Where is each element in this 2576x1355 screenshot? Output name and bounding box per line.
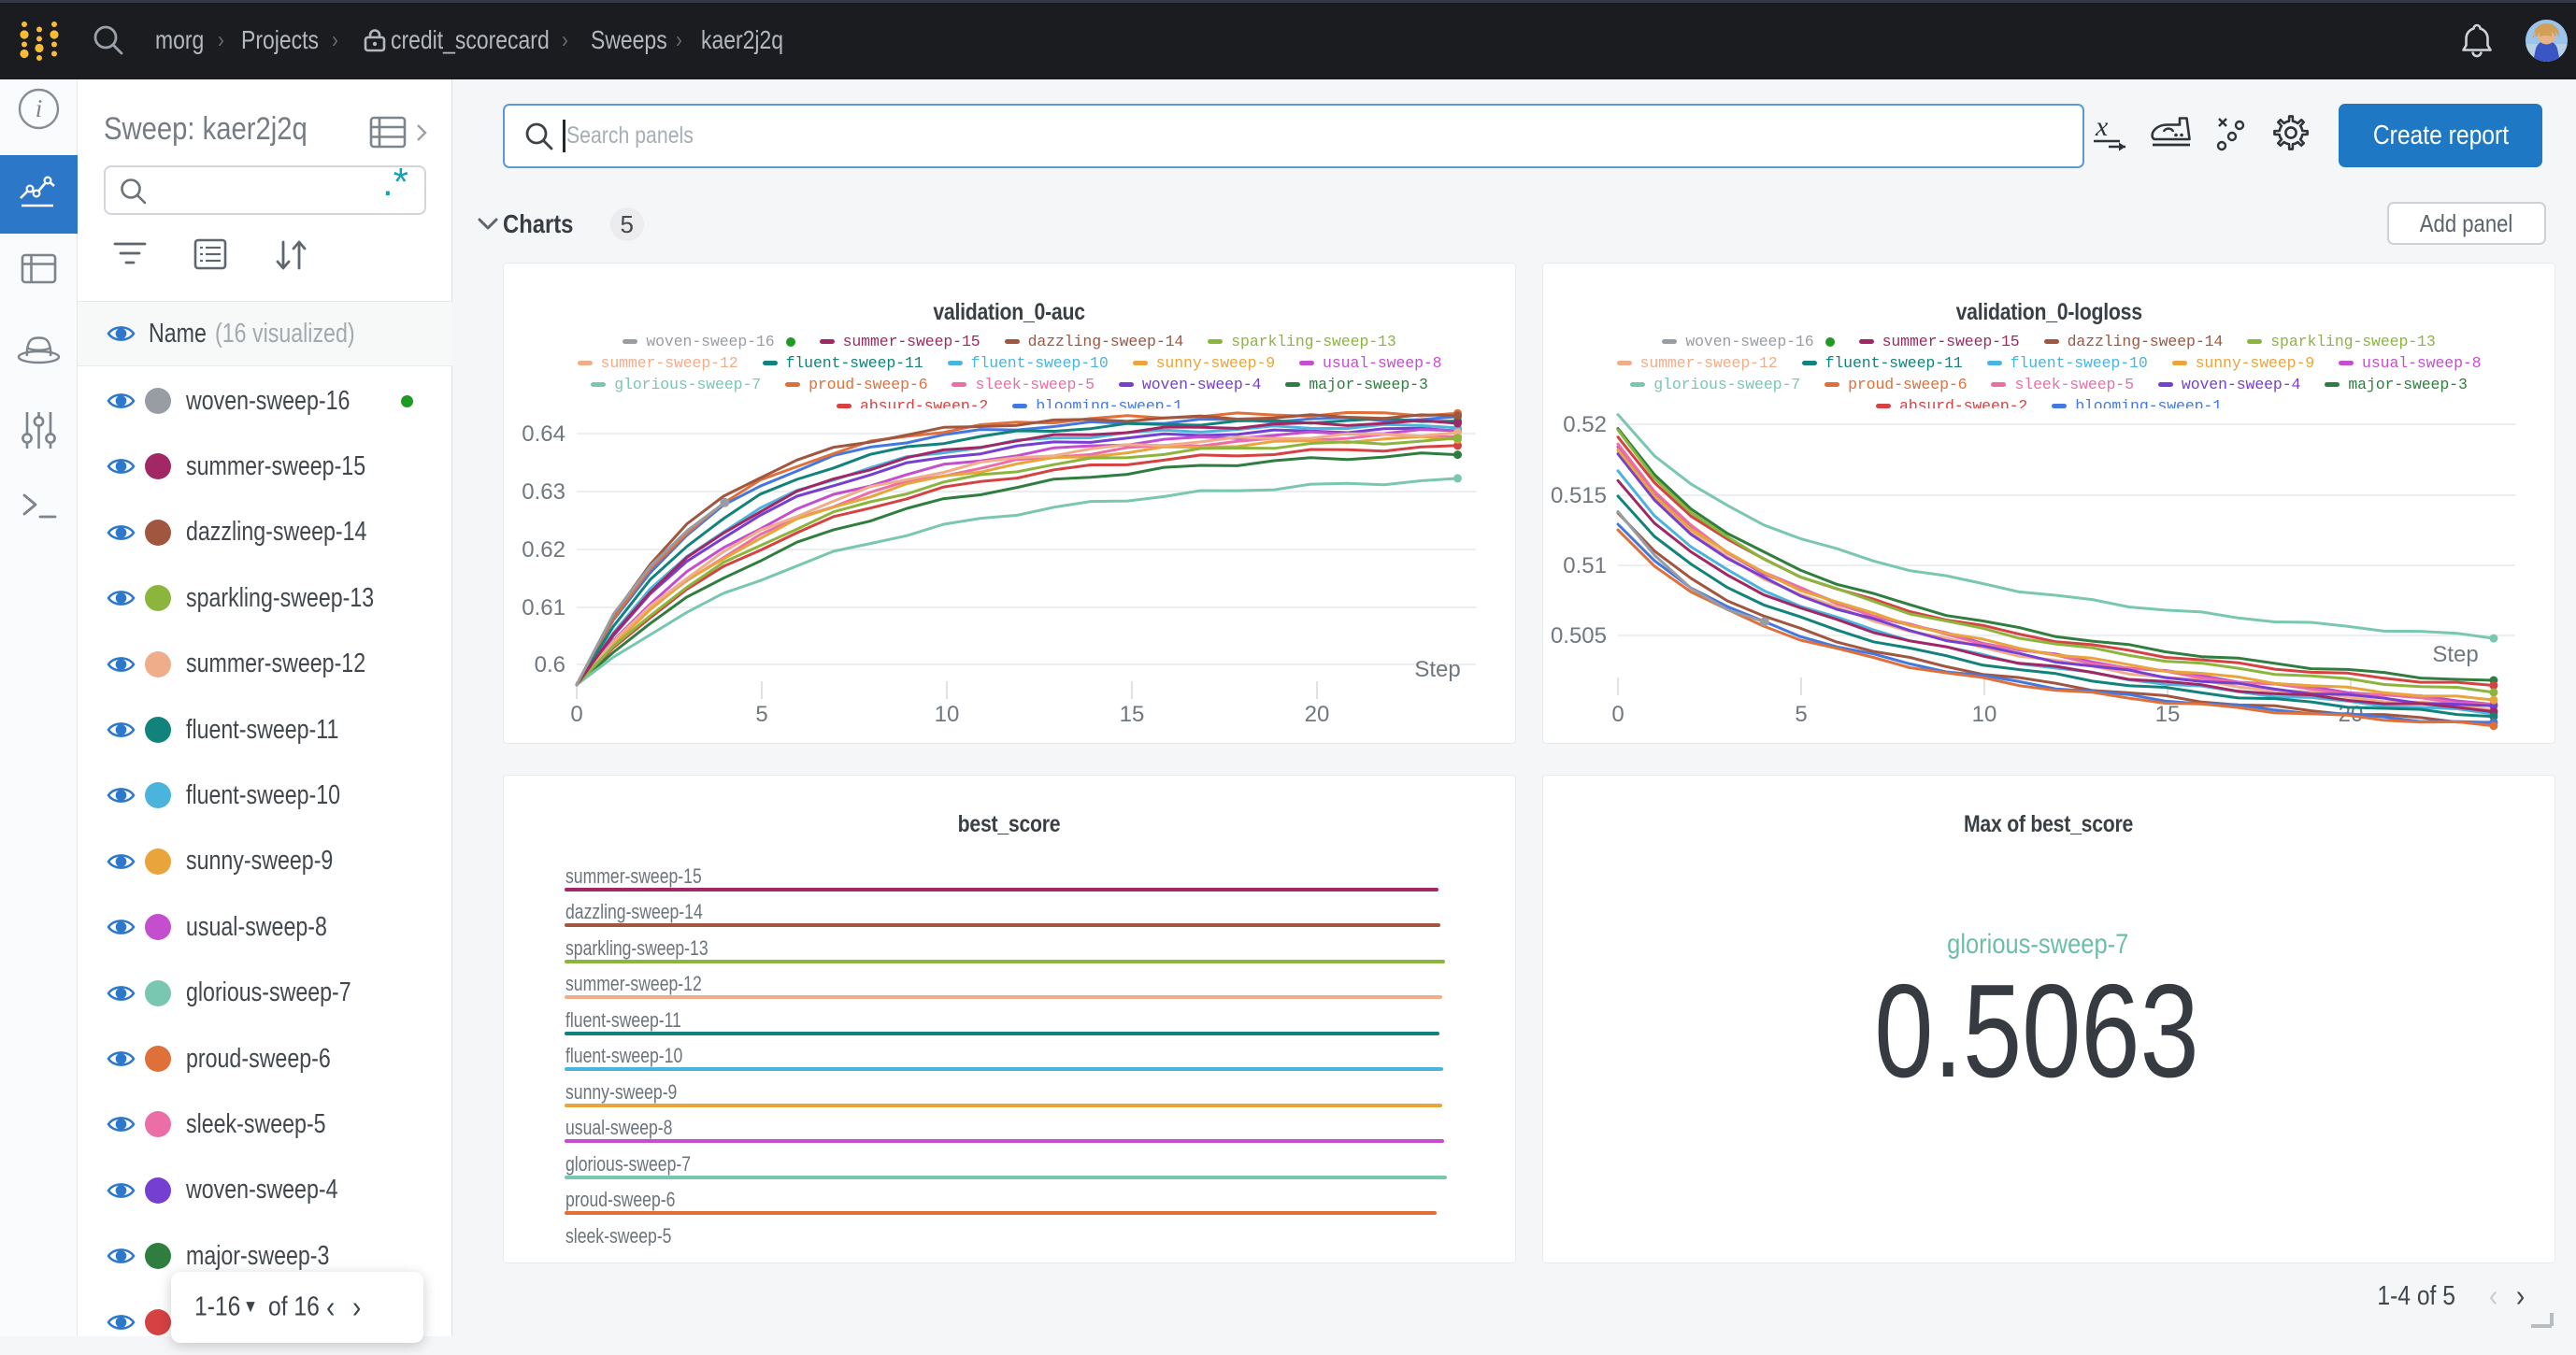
- svg-text:Step: Step: [1414, 657, 1460, 682]
- svg-text:Step: Step: [2432, 642, 2478, 667]
- svg-text:0.64: 0.64: [522, 421, 565, 447]
- svg-text:x: x: [2095, 113, 2109, 142]
- svg-text:5: 5: [755, 702, 767, 727]
- svg-text:0.51: 0.51: [1563, 553, 1607, 578]
- svg-text:10: 10: [935, 702, 960, 727]
- svg-text:5: 5: [1795, 702, 1807, 727]
- svg-text:20: 20: [1305, 702, 1330, 727]
- svg-text:0.6: 0.6: [535, 652, 565, 678]
- svg-text:15: 15: [2155, 702, 2181, 727]
- svg-text:10: 10: [1972, 702, 1997, 727]
- svg-text:15: 15: [1120, 702, 1145, 727]
- svg-text:0.62: 0.62: [522, 537, 565, 563]
- svg-text:0.61: 0.61: [522, 595, 565, 620]
- svg-text:i: i: [36, 94, 43, 122]
- svg-text:0.505: 0.505: [1551, 623, 1607, 649]
- svg-text:0.515: 0.515: [1551, 483, 1607, 508]
- svg-text:0.63: 0.63: [522, 479, 565, 505]
- svg-text:0.52: 0.52: [1563, 412, 1607, 437]
- svg-text:0: 0: [570, 702, 582, 727]
- svg-text:0: 0: [1611, 702, 1624, 727]
